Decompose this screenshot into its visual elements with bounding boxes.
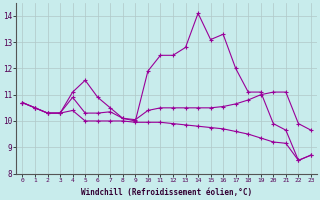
- X-axis label: Windchill (Refroidissement éolien,°C): Windchill (Refroidissement éolien,°C): [81, 188, 252, 197]
